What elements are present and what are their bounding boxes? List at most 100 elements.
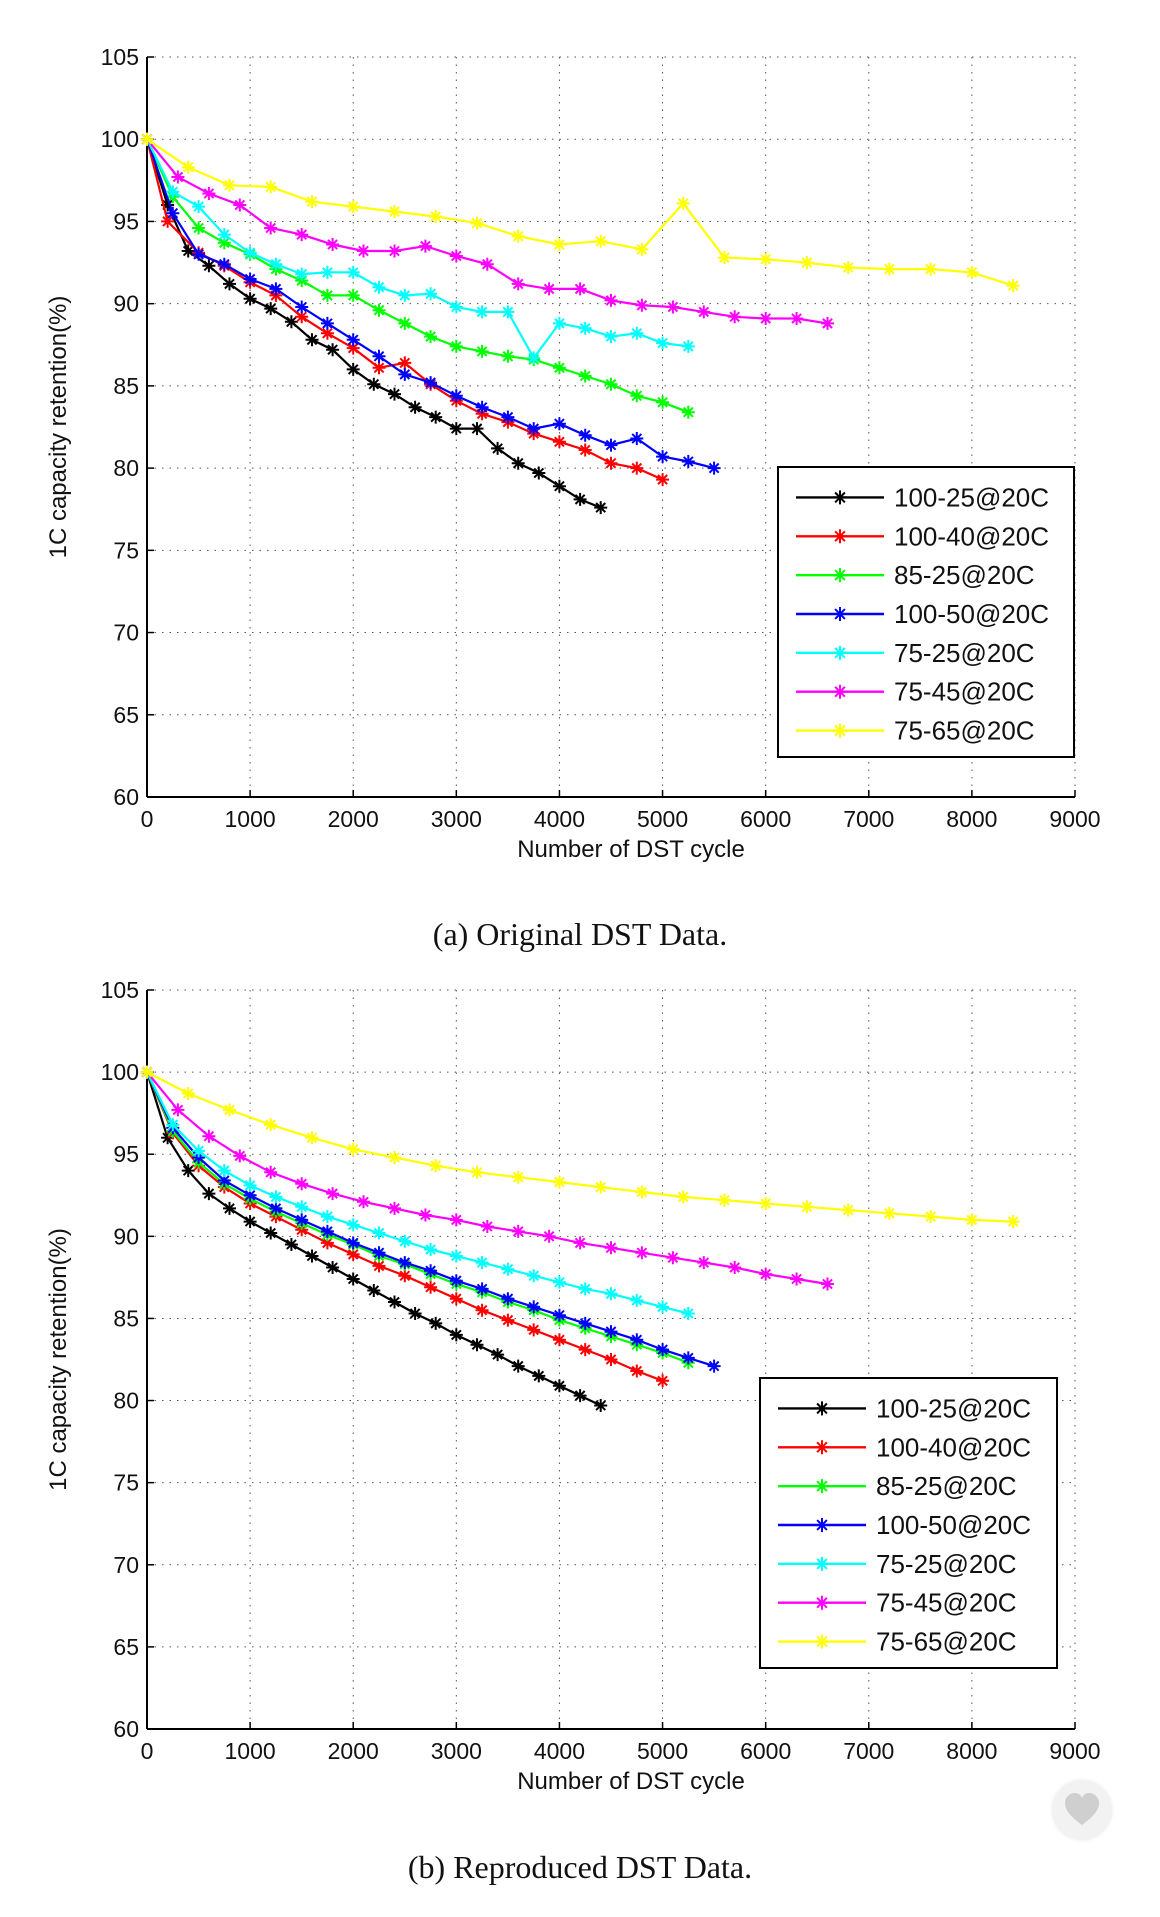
legend-label: 100-50@20C	[894, 599, 1049, 629]
data-point	[449, 339, 463, 353]
data-point	[527, 422, 541, 436]
data-point	[759, 252, 773, 266]
legend-item: 85-25@20C	[778, 1471, 1017, 1501]
data-point	[578, 321, 592, 335]
x-tick-label: 6000	[740, 1738, 791, 1764]
data-point	[166, 1118, 180, 1132]
data-point	[821, 316, 834, 330]
data-point	[388, 1295, 401, 1309]
data-point	[264, 180, 278, 194]
data-point	[367, 1284, 381, 1297]
data-point	[161, 214, 175, 228]
data-point	[243, 246, 257, 260]
data-point	[511, 229, 525, 243]
y-tick-label: 105	[101, 977, 139, 1003]
legend-marker	[833, 490, 847, 505]
data-point	[346, 1272, 360, 1286]
data-point	[388, 1201, 401, 1215]
x-tick-label: 6000	[740, 806, 791, 832]
data-point	[217, 228, 231, 242]
data-point	[578, 369, 592, 383]
legend-label: 85-25@20C	[894, 560, 1035, 590]
data-point	[284, 1238, 298, 1251]
data-point	[192, 1144, 206, 1158]
data-point	[1006, 279, 1020, 293]
data-point	[326, 1261, 340, 1274]
data-point	[269, 1190, 283, 1204]
data-point	[578, 428, 592, 442]
favorite-button[interactable]	[1052, 1780, 1112, 1840]
legend-item: 100-50@20C	[796, 599, 1049, 629]
legend-item: 75-45@20C	[796, 677, 1035, 707]
data-point	[676, 1190, 690, 1204]
data-point	[630, 1364, 644, 1378]
data-point	[233, 1149, 247, 1163]
data-point	[408, 1307, 422, 1320]
data-point	[161, 198, 175, 212]
legend-marker	[833, 607, 847, 621]
data-point	[264, 1226, 278, 1240]
data-point	[326, 343, 340, 357]
data-point	[243, 1215, 257, 1229]
data-point	[578, 1316, 592, 1330]
x-tick-label: 5000	[637, 1738, 688, 1764]
data-point	[470, 216, 484, 230]
y-tick-label: 85	[113, 373, 139, 399]
data-point	[542, 282, 556, 296]
x-tick-label: 8000	[946, 1738, 997, 1764]
y-tick-label: 75	[113, 1470, 139, 1496]
y-tick-label: 80	[113, 1388, 139, 1414]
data-point	[841, 261, 855, 274]
data-point	[552, 1333, 566, 1347]
data-point	[676, 196, 690, 210]
data-point	[1006, 1215, 1020, 1229]
data-point	[295, 300, 309, 314]
data-point	[346, 362, 360, 376]
data-point	[475, 305, 489, 319]
series-75-45@20C	[140, 132, 834, 330]
legend-item: 75-65@20C	[778, 1627, 1017, 1657]
y-tick-label: 60	[113, 1716, 139, 1742]
data-point	[388, 387, 401, 401]
legend-label: 100-50@20C	[876, 1510, 1031, 1540]
data-point	[449, 1274, 463, 1288]
x-tick-label: 3000	[431, 806, 482, 832]
x-tick-label: 7000	[843, 806, 894, 832]
data-point	[320, 1236, 334, 1250]
data-point	[181, 160, 195, 174]
series-line	[145, 1071, 689, 1364]
data-point	[542, 1229, 556, 1243]
data-point	[449, 1213, 463, 1227]
data-point	[305, 1131, 319, 1145]
figure-caption: (a) Original DST Data.	[433, 916, 727, 952]
x-tick-label: 0	[141, 806, 154, 832]
x-tick-label: 1000	[225, 806, 276, 832]
legend-label: 100-25@20C	[876, 1393, 1031, 1423]
data-point	[965, 265, 979, 279]
data-point	[656, 1343, 670, 1357]
data-point	[424, 376, 438, 390]
data-point	[223, 1103, 236, 1117]
data-point	[681, 405, 695, 419]
data-point	[429, 1159, 443, 1173]
data-point	[449, 300, 463, 314]
data-point	[264, 1118, 278, 1132]
data-point	[449, 1292, 463, 1306]
data-point	[326, 238, 340, 251]
data-point	[759, 1267, 773, 1281]
y-axis-label: 1C capacity retention(%)	[45, 1228, 72, 1491]
data-point	[305, 1249, 319, 1263]
legend-item: 100-40@20C	[778, 1432, 1031, 1462]
data-point	[604, 293, 618, 307]
data-point	[192, 1151, 206, 1164]
data-point	[552, 1379, 566, 1393]
data-point	[320, 288, 334, 302]
data-point	[800, 1200, 814, 1214]
data-point	[320, 326, 334, 340]
x-axis-label: Number of DST cycle	[517, 836, 745, 863]
data-point	[269, 282, 283, 296]
data-point	[305, 195, 319, 209]
data-point	[398, 367, 412, 381]
data-point	[320, 1210, 334, 1224]
